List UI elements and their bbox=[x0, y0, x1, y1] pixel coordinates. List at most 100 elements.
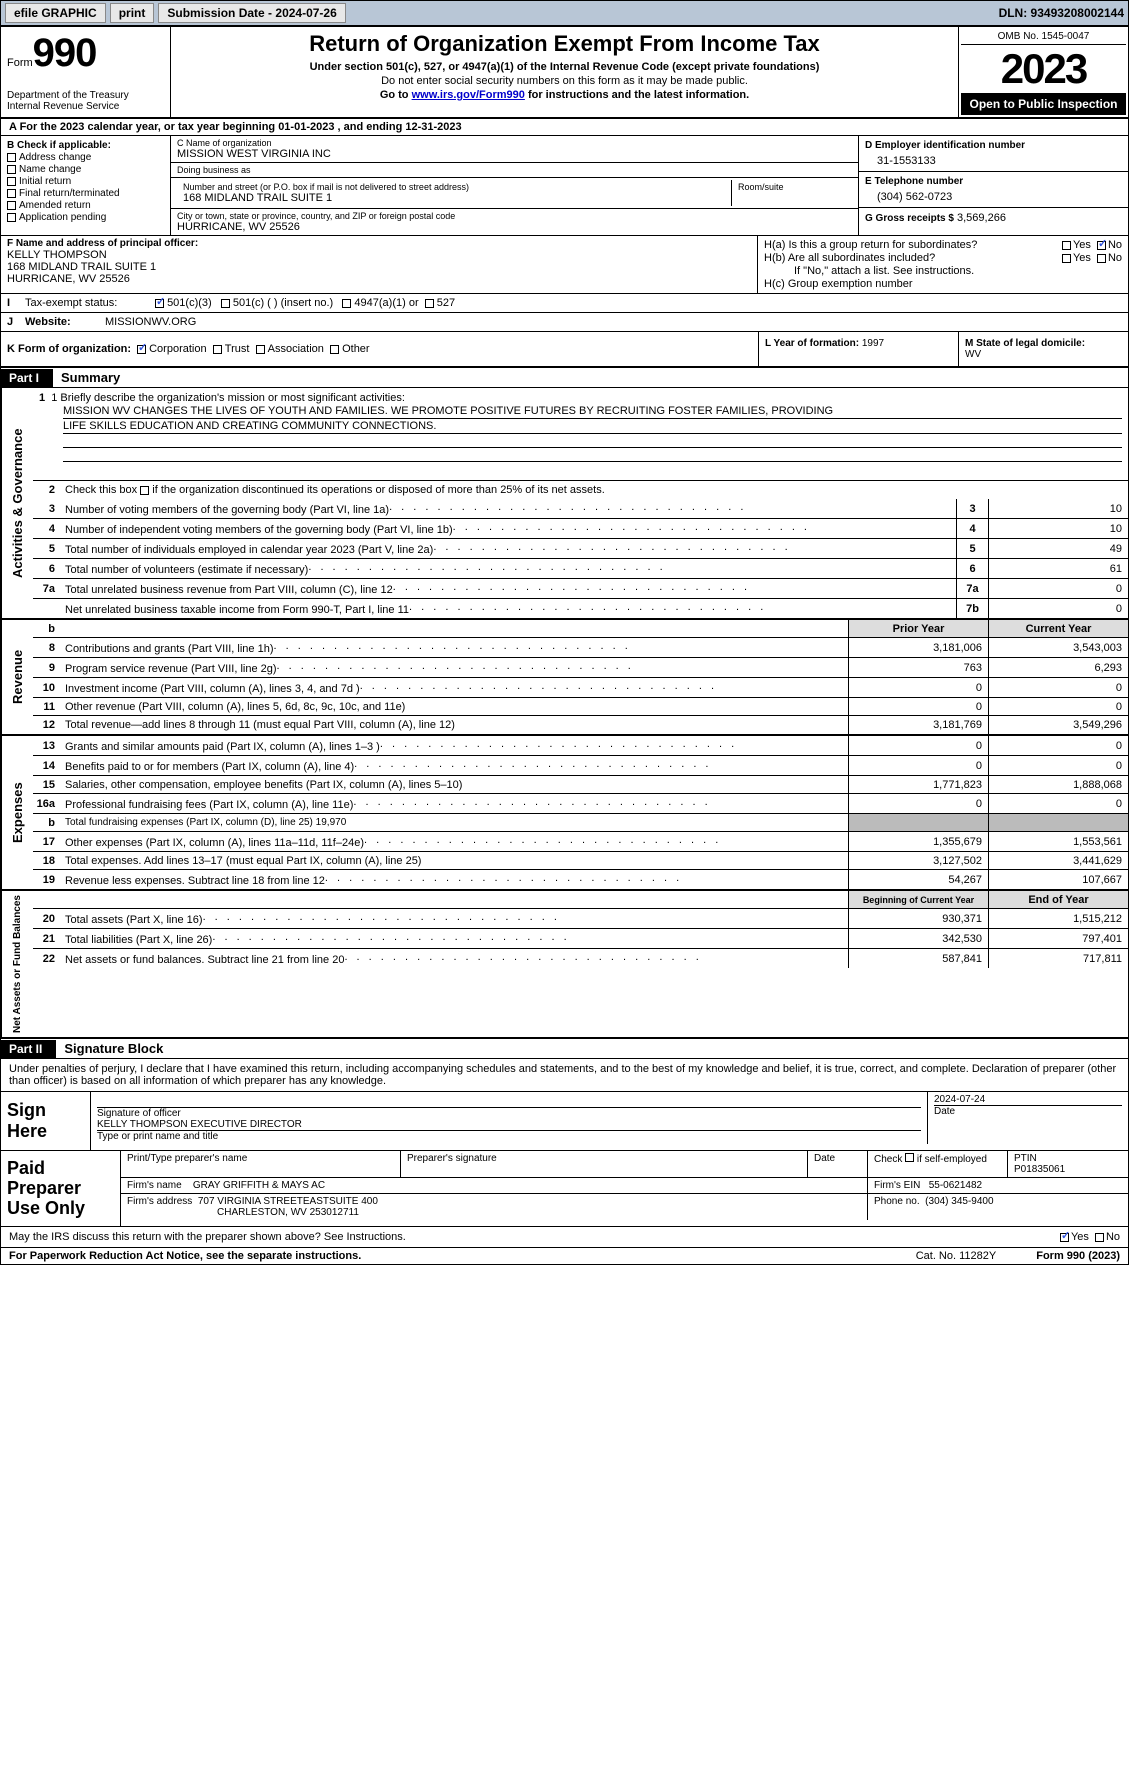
line4-desc: Number of independent voting members of … bbox=[61, 519, 956, 538]
part2-header: Part II Signature Block bbox=[1, 1039, 1128, 1059]
lbl-corp: Corporation bbox=[149, 343, 206, 355]
cb-other[interactable] bbox=[330, 345, 339, 354]
box-b-header: B Check if applicable: bbox=[7, 140, 164, 151]
lbl-app-pending: Application pending bbox=[19, 212, 106, 223]
line16b-curr bbox=[988, 814, 1128, 831]
row-j: J Website: MISSIONWV.ORG bbox=[1, 313, 1128, 332]
hc-question: H(c) Group exemption number bbox=[764, 278, 1122, 290]
cb-trust[interactable] bbox=[213, 345, 222, 354]
cb-corp[interactable] bbox=[137, 345, 146, 354]
cb-app-pending[interactable] bbox=[7, 213, 16, 222]
cb-discuss-yes[interactable] bbox=[1060, 1233, 1069, 1242]
form-subtitle: Under section 501(c), 527, or 4947(a)(1)… bbox=[179, 61, 950, 73]
cb-hb-no[interactable] bbox=[1097, 254, 1106, 263]
cb-527[interactable] bbox=[425, 299, 434, 308]
line18-prior: 3,127,502 bbox=[848, 852, 988, 869]
line5-val: 49 bbox=[988, 539, 1128, 558]
section-governance: Activities & Governance 1 1 Briefly desc… bbox=[1, 388, 1128, 620]
dln-label: DLN: 93493208002144 bbox=[999, 6, 1124, 20]
line7b-desc: Net unrelated business taxable income fr… bbox=[61, 599, 956, 618]
form-container: Form990 Department of the Treasury Inter… bbox=[0, 26, 1129, 1265]
line11-curr: 0 bbox=[988, 698, 1128, 715]
print-button[interactable]: print bbox=[110, 3, 155, 23]
line16a-curr: 0 bbox=[988, 794, 1128, 813]
lbl-527: 527 bbox=[437, 297, 455, 309]
line16b-prior bbox=[848, 814, 988, 831]
org-name: MISSION WEST VIRGINIA INC bbox=[177, 148, 852, 160]
box-c: C Name of organization MISSION WEST VIRG… bbox=[171, 136, 858, 235]
firm-addr-label: Firm's address bbox=[127, 1196, 192, 1207]
line6-val: 61 bbox=[988, 559, 1128, 578]
part1-num: Part I bbox=[1, 369, 53, 387]
cb-assoc[interactable] bbox=[256, 345, 265, 354]
cb-name-change[interactable] bbox=[7, 165, 16, 174]
line20-end: 1,515,212 bbox=[988, 909, 1128, 928]
firm-name-label: Firm's name bbox=[127, 1180, 182, 1191]
year-box: OMB No. 1545-0047 2023 Open to Public In… bbox=[958, 27, 1128, 117]
mission-box: 1 1 Briefly describe the organization's … bbox=[33, 388, 1128, 481]
curr-year-hdr: Current Year bbox=[988, 620, 1128, 637]
cb-4947[interactable] bbox=[342, 299, 351, 308]
cb-ha-no[interactable] bbox=[1097, 241, 1106, 250]
lbl-initial-return: Initial return bbox=[19, 176, 71, 187]
form-title: Return of Organization Exempt From Incom… bbox=[179, 31, 950, 57]
line9-prior: 763 bbox=[848, 658, 988, 677]
line9-curr: 6,293 bbox=[988, 658, 1128, 677]
prior-year-hdr: Prior Year bbox=[848, 620, 988, 637]
line19-prior: 54,267 bbox=[848, 870, 988, 889]
lbl-yes: Yes bbox=[1073, 239, 1091, 251]
form-id-box: Form990 Department of the Treasury Inter… bbox=[1, 27, 171, 117]
cb-501c[interactable] bbox=[221, 299, 230, 308]
side-expenses: Expenses bbox=[1, 736, 33, 889]
line16b-desc: Total fundraising expenses (Part IX, col… bbox=[61, 815, 848, 830]
form-org-label: K Form of organization: bbox=[7, 343, 137, 355]
sig-date-val: 2024-07-24 bbox=[934, 1094, 1122, 1105]
cb-amended[interactable] bbox=[7, 201, 16, 210]
box-f: F Name and address of principal officer:… bbox=[1, 236, 758, 293]
lbl-other: Other bbox=[342, 343, 370, 355]
cb-discontinued[interactable] bbox=[140, 486, 149, 495]
street-value: 168 MIDLAND TRAIL SUITE 1 bbox=[183, 192, 725, 204]
lbl-yes2: Yes bbox=[1073, 252, 1091, 264]
city-value: HURRICANE, WV 25526 bbox=[177, 221, 852, 233]
lbl-no2: No bbox=[1108, 252, 1122, 264]
line14-curr: 0 bbox=[988, 756, 1128, 775]
lbl-501c3: 501(c)(3) bbox=[167, 297, 212, 309]
cb-hb-yes[interactable] bbox=[1062, 254, 1071, 263]
line10-curr: 0 bbox=[988, 678, 1128, 697]
goto-post: for instructions and the latest informat… bbox=[525, 89, 749, 101]
lbl-name-change: Name change bbox=[19, 164, 81, 175]
cb-501c3[interactable] bbox=[155, 299, 164, 308]
sig-officer-name: KELLY THOMPSON EXECUTIVE DIRECTOR bbox=[97, 1119, 921, 1130]
domicile-label: M State of legal domicile: bbox=[965, 338, 1085, 349]
line18-desc: Total expenses. Add lines 13–17 (must eq… bbox=[61, 853, 848, 869]
goto-link[interactable]: www.irs.gov/Form990 bbox=[412, 89, 525, 101]
firm-ein-label: Firm's EIN bbox=[874, 1180, 920, 1191]
efile-button[interactable]: efile GRAPHIC bbox=[5, 3, 106, 23]
phone-label: E Telephone number bbox=[865, 176, 1122, 187]
cb-final-return[interactable] bbox=[7, 189, 16, 198]
mission-text1: MISSION WV CHANGES THE LIVES OF YOUTH AN… bbox=[63, 404, 1122, 419]
cb-discuss-no[interactable] bbox=[1095, 1233, 1104, 1242]
cb-address-change[interactable] bbox=[7, 153, 16, 162]
ein-value: 31-1553133 bbox=[865, 151, 1122, 167]
part1-title: Summary bbox=[53, 368, 128, 387]
line10-prior: 0 bbox=[848, 678, 988, 697]
line10-desc: Investment income (Part VIII, column (A)… bbox=[61, 678, 848, 697]
mission-blank3 bbox=[63, 462, 1122, 476]
mission-blank1 bbox=[63, 434, 1122, 448]
officer-addr2: HURRICANE, WV 25526 bbox=[7, 273, 751, 285]
cb-initial-return[interactable] bbox=[7, 177, 16, 186]
sig-type-label: Type or print name and title bbox=[97, 1130, 921, 1142]
form-number: 990 bbox=[33, 31, 97, 75]
cb-self-employed[interactable] bbox=[905, 1153, 914, 1162]
lbl-assoc: Association bbox=[268, 343, 324, 355]
sig-officer-line bbox=[97, 1094, 921, 1108]
lbl-final-return: Final return/terminated bbox=[19, 188, 120, 199]
sig-officer-label: Signature of officer bbox=[97, 1108, 921, 1119]
dba-label: Doing business as bbox=[177, 165, 852, 175]
form-header: Form990 Department of the Treasury Inter… bbox=[1, 27, 1128, 119]
rev-hdr-blank bbox=[61, 627, 848, 631]
cb-ha-yes[interactable] bbox=[1062, 241, 1071, 250]
top-toolbar: efile GRAPHIC print Submission Date - 20… bbox=[0, 0, 1129, 26]
